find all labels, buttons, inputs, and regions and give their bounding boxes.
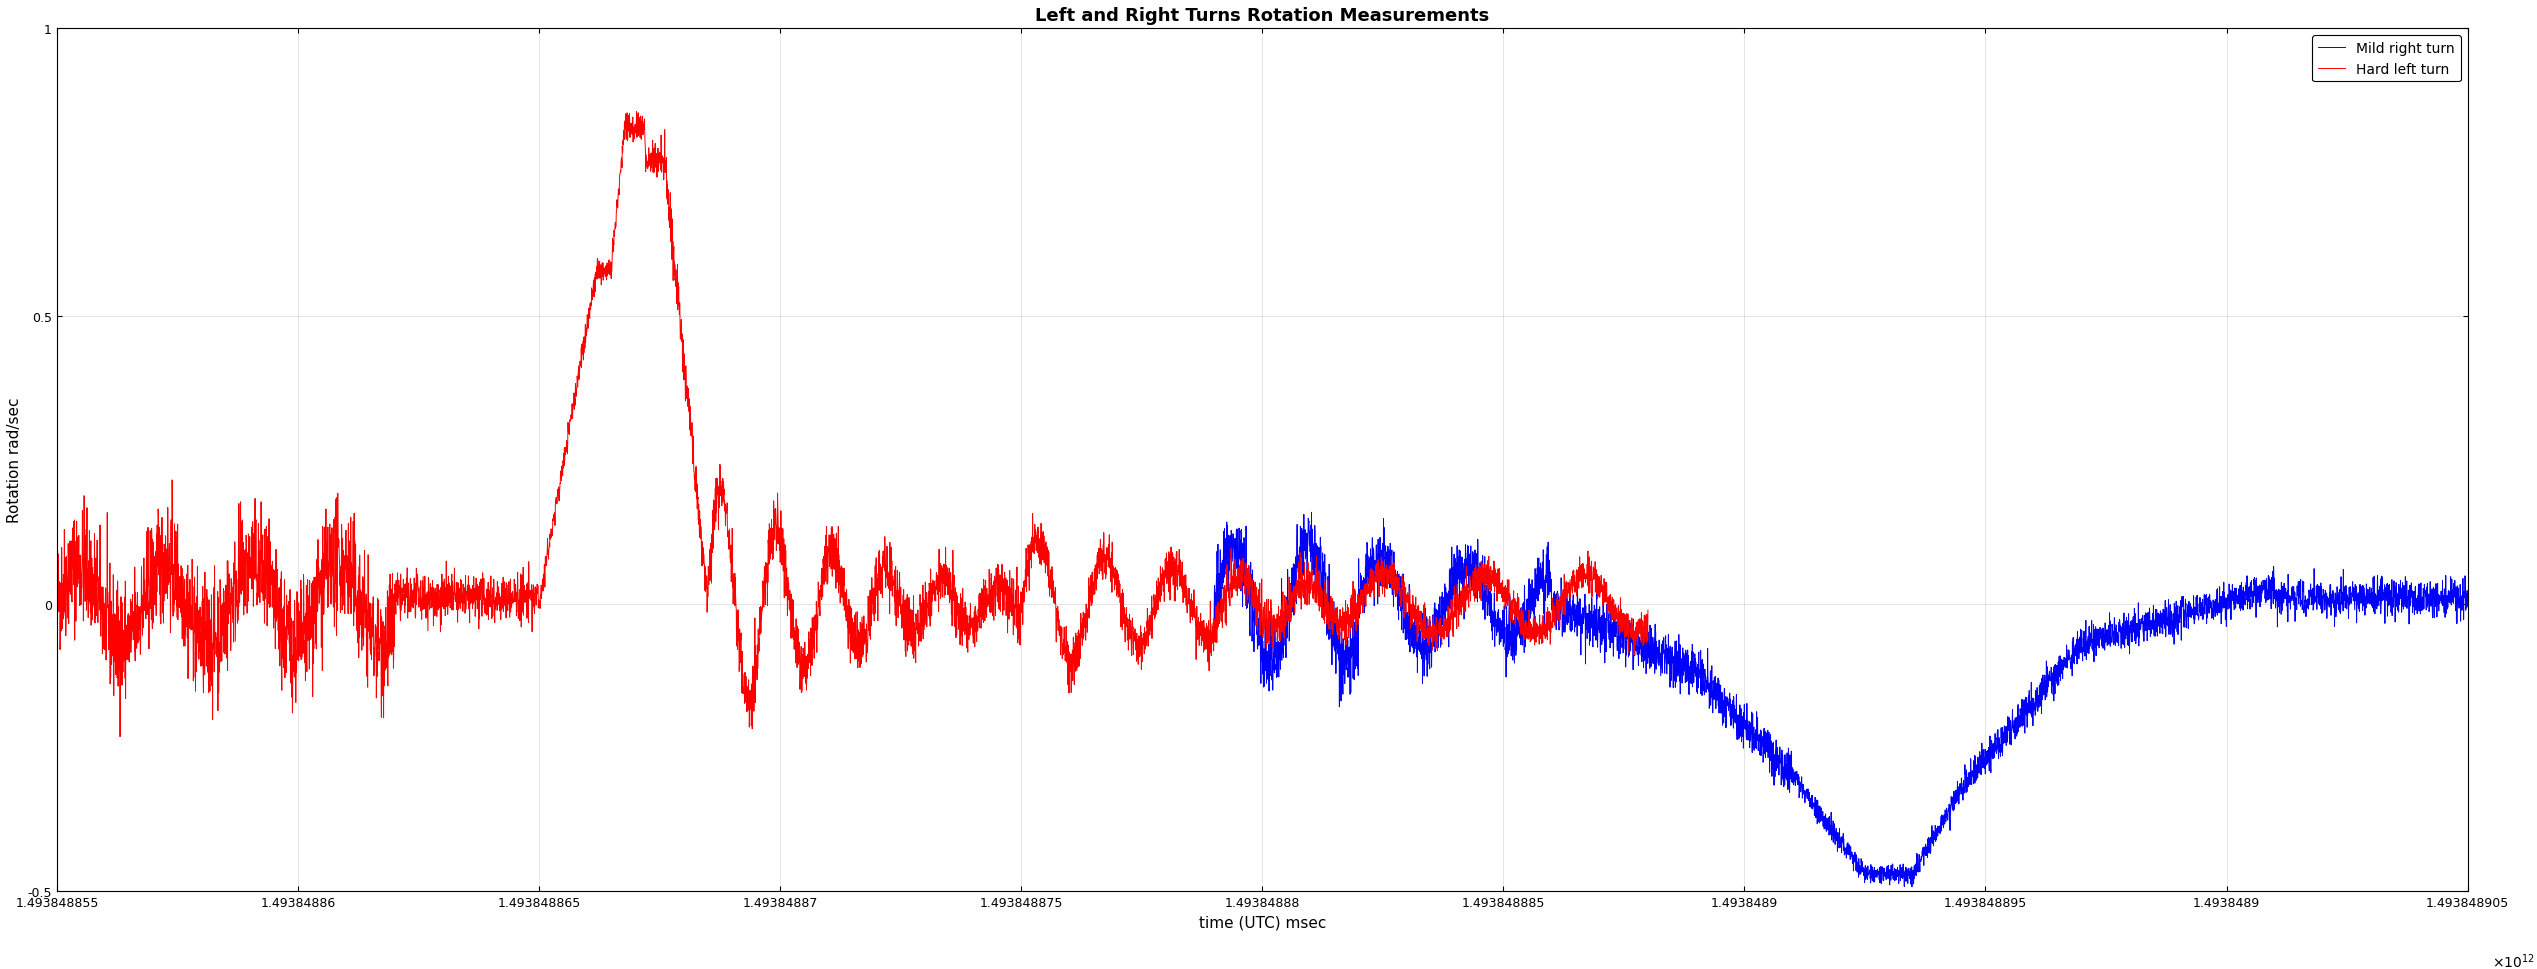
Hard left turn xyxy=(622,107,652,118)
Hard left turn xyxy=(403,602,434,613)
Hard left turn xyxy=(1066,644,1096,656)
Title: Left and Right Turns Rotation Measurements: Left and Right Turns Rotation Measuremen… xyxy=(1035,7,1489,25)
Hard left turn xyxy=(670,374,700,386)
Legend: Mild right turn, Hard left turn: Mild right turn, Hard left turn xyxy=(2311,36,2461,82)
X-axis label: time (UTC) msec: time (UTC) msec xyxy=(1197,915,1327,929)
Mild right turn xyxy=(1550,619,1581,631)
Hard left turn xyxy=(41,584,71,596)
Mild right turn xyxy=(2017,695,2047,706)
Hard left turn xyxy=(703,473,733,484)
Mild right turn xyxy=(2108,641,2139,653)
Mild right turn xyxy=(1200,620,1230,632)
Line: Mild right turn: Mild right turn xyxy=(1215,513,2469,887)
Mild right turn xyxy=(1296,507,1327,518)
Text: $\times10^{12}$: $\times10^{12}$ xyxy=(2491,952,2534,969)
Mild right turn xyxy=(2453,601,2484,612)
Y-axis label: Rotation rad/sec: Rotation rad/sec xyxy=(8,397,23,523)
Mild right turn xyxy=(2349,588,2380,600)
Hard left turn xyxy=(901,609,931,620)
Mild right turn xyxy=(1898,881,1928,892)
Line: Hard left turn: Hard left turn xyxy=(56,112,1649,737)
Mild right turn xyxy=(1928,809,1959,821)
Mild right turn xyxy=(1619,639,1649,650)
Hard left turn xyxy=(233,539,264,550)
Hard left turn xyxy=(104,732,134,743)
Hard left turn xyxy=(1634,605,1664,616)
